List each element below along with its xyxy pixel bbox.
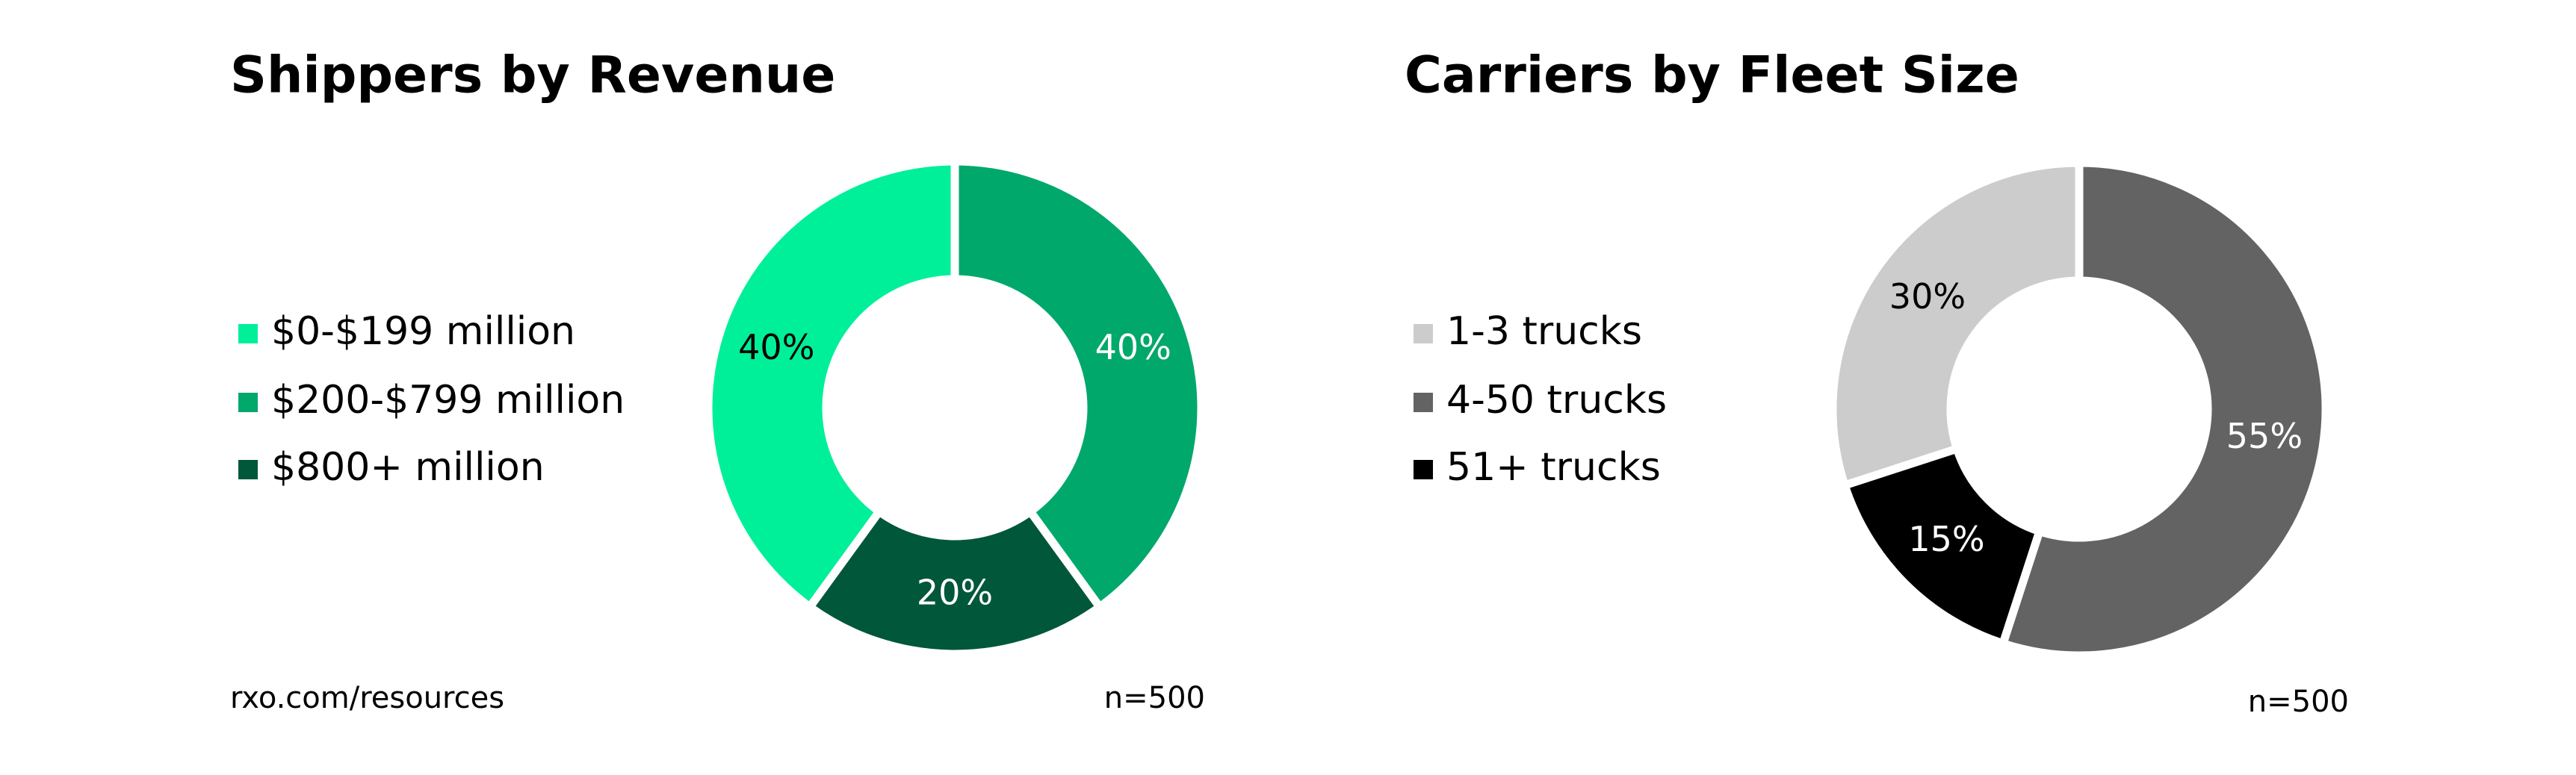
legend-label: $0-$199 million (271, 309, 575, 354)
legend-swatch (238, 324, 258, 343)
legend-label: $800+ million (271, 445, 545, 490)
sample-size-note: n=500 (2248, 685, 2349, 719)
legend-swatch (1414, 393, 1433, 412)
slice-label: 40% (1095, 327, 1171, 367)
legend-label: 51+ trucks (1446, 445, 1661, 490)
legend-swatch (1414, 460, 1433, 479)
donut-slice (1828, 158, 2084, 491)
slice-label: 20% (917, 573, 993, 613)
donut-slice (1839, 443, 2045, 649)
donut-slice (804, 505, 1106, 659)
legend-label: $200-$799 million (271, 378, 625, 423)
donut-slice (1998, 158, 2330, 660)
donut-slice (704, 157, 959, 613)
chart-title: Carriers by Fleet Size (1405, 46, 2019, 105)
legend-swatch (1414, 324, 1433, 343)
donut-slice (950, 157, 1206, 613)
slice-label: 55% (2226, 416, 2303, 456)
slice-label: 40% (738, 327, 814, 367)
legend-swatch (238, 460, 258, 479)
legend-label: 4-50 trucks (1446, 378, 1667, 423)
footer: rxo.com/resources (230, 681, 504, 715)
slice-label: 30% (1889, 276, 1966, 317)
slice-label: 15% (1908, 519, 1984, 559)
chart-title: Shippers by Revenue (230, 46, 835, 105)
legend-label: 1-3 trucks (1446, 309, 1642, 354)
legend-swatch (238, 393, 258, 412)
sample-size-note: n=500 (1104, 681, 1205, 715)
